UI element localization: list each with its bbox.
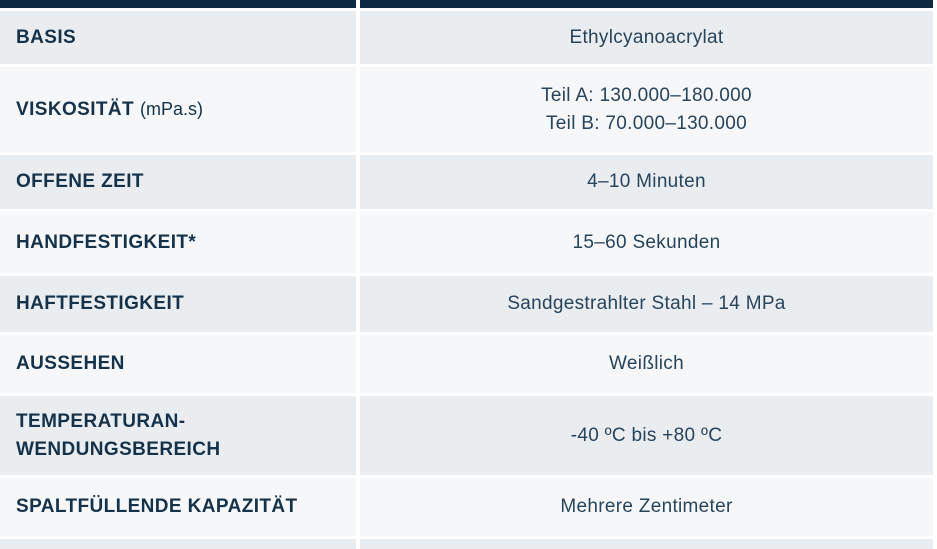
spec-value-cell: 15–60 Sekunden [360,212,933,273]
bottom-partial-right-cell [360,539,933,549]
spec-value: Sandgestrahlter Stahl – 14 MPa [507,293,786,314]
spec-value: Mehrere Zentimeter [560,496,733,517]
bottom-partial-row [0,539,933,549]
bottom-partial-left-cell [0,539,356,549]
top-bar-row [0,0,933,8]
table-row: TEMPERATURAN- WENDUNGSBEREICH -40 ºC bis… [0,396,933,475]
table-row: HANDFESTIGKEIT* 15–60 Sekunden [0,212,933,273]
spec-label-cell: TEMPERATURAN- WENDUNGSBEREICH [0,396,356,475]
spec-value-cell: 4–10 Minuten [360,155,933,209]
table-row: AUSSEHEN Weißlich [0,335,933,393]
spec-label-cell: BASIS [0,11,356,64]
top-bar-right-cell [360,0,933,8]
spec-label-unit: (mPa.s) [140,99,204,119]
spec-value: 4–10 Minuten [587,171,706,192]
spec-value: Teil A: 130.000–180.000 Teil B: 70.000–1… [541,84,752,134]
table-row: VISKOSITÄT (mPa.s) Teil A: 130.000–180.0… [0,67,933,152]
spec-label: AUSSEHEN [16,353,125,374]
spec-value-cell: Mehrere Zentimeter [360,478,933,536]
spec-value: Ethylcyanoacrylat [569,26,724,48]
spec-label-cell: HANDFESTIGKEIT* [0,212,356,273]
spec-value-cell: -40 ºC bis +80 ºC [360,396,933,475]
spec-label-cell: VISKOSITÄT (mPa.s) [0,67,356,152]
table-row: OFFENE ZEIT 4–10 Minuten [0,155,933,209]
spec-label: TEMPERATURAN- WENDUNGSBEREICH [16,410,221,460]
table-row: HAFTFESTIGKEIT Sandgestrahlter Stahl – 1… [0,276,933,332]
spec-label: SPALTFÜLLENDE KAPAZITÄT [16,496,298,517]
spec-label: HANDFESTIGKEIT* [16,231,197,253]
top-bar-left-cell [0,0,356,8]
spec-label-cell: OFFENE ZEIT [0,155,356,209]
spec-label: HAFTFESTIGKEIT [16,293,185,314]
spec-value-cell: Ethylcyanoacrylat [360,11,933,64]
spec-label-cell: SPALTFÜLLENDE KAPAZITÄT [0,478,356,536]
spec-value-cell: Teil A: 130.000–180.000 Teil B: 70.000–1… [360,67,933,152]
spec-label-cell: AUSSEHEN [0,335,356,393]
spec-label: VISKOSITÄT [16,98,135,120]
spec-value-cell: Sandgestrahlter Stahl – 14 MPa [360,276,933,332]
table-row: BASIS Ethylcyanoacrylat [0,11,933,64]
spec-value: -40 ºC bis +80 ºC [570,424,723,446]
spec-value: 15–60 Sekunden [572,231,721,253]
spec-value-cell: Weißlich [360,335,933,393]
spec-label-cell: HAFTFESTIGKEIT [0,276,356,332]
spec-label: OFFENE ZEIT [16,171,144,192]
spec-label: BASIS [16,26,77,48]
spec-value: Weißlich [609,353,684,374]
table-row: SPALTFÜLLENDE KAPAZITÄT Mehrere Zentimet… [0,478,933,536]
